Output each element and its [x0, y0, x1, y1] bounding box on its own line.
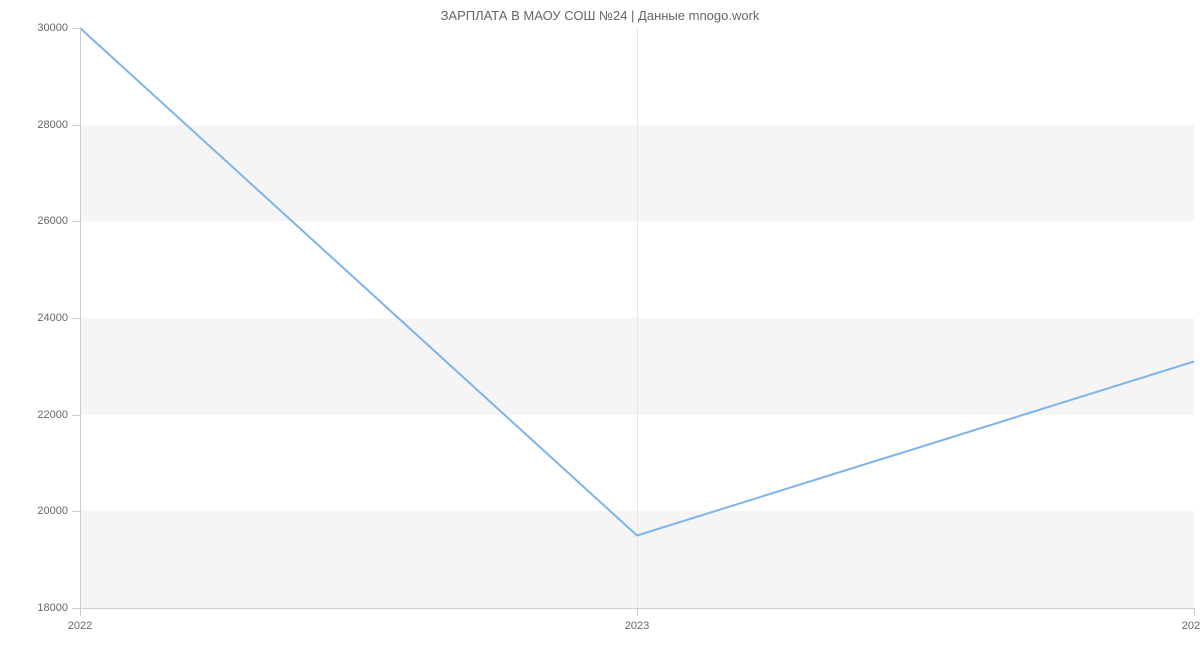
plot-area: 1800020000220002400026000280003000020222…: [80, 28, 1194, 608]
x-tick: [637, 608, 638, 616]
y-tick: [72, 318, 80, 319]
y-tick-label: 24000: [22, 312, 68, 324]
chart-title: ЗАРПЛАТА В МАОУ СОШ №24 | Данные mnogo.w…: [0, 8, 1200, 23]
line-layer: [80, 28, 1194, 608]
y-tick-label: 30000: [22, 22, 68, 34]
x-tick-label: 2024: [1182, 620, 1200, 632]
series-line: [80, 28, 1194, 536]
y-tick: [72, 415, 80, 416]
y-tick: [72, 608, 80, 609]
x-tick: [80, 608, 81, 616]
y-tick-label: 18000: [22, 602, 68, 614]
y-tick: [72, 221, 80, 222]
y-tick-label: 20000: [22, 505, 68, 517]
x-tick-label: 2023: [625, 620, 649, 632]
y-tick-label: 28000: [22, 119, 68, 131]
y-tick-label: 22000: [22, 409, 68, 421]
y-tick: [72, 125, 80, 126]
y-tick: [72, 511, 80, 512]
y-tick-label: 26000: [22, 215, 68, 227]
y-tick: [72, 28, 80, 29]
x-tick: [1194, 608, 1195, 616]
y-axis-line: [80, 28, 81, 608]
x-tick-label: 2022: [68, 620, 92, 632]
